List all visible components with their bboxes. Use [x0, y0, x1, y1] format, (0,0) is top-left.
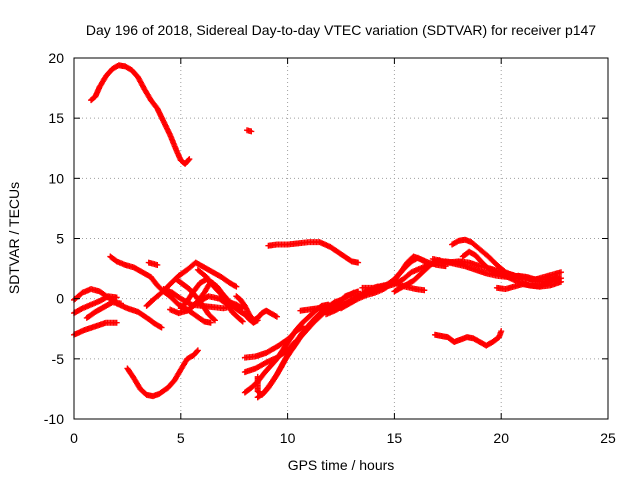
series-arc-16	[194, 266, 248, 318]
x-tick-label: 5	[177, 430, 185, 446]
y-tick-label: 15	[48, 110, 64, 126]
y-axis-label: SDTVAR / TECUs	[6, 182, 22, 294]
data-point	[299, 323, 306, 330]
data-point	[355, 259, 362, 266]
data-point	[154, 261, 161, 268]
x-axis-label: GPS time / hours	[288, 457, 395, 473]
y-tick-label: 0	[56, 291, 64, 307]
data-point	[117, 300, 124, 307]
data-point	[272, 312, 279, 319]
series-arc-36	[431, 328, 505, 349]
series-arc-22	[241, 323, 306, 361]
data-point	[186, 156, 193, 163]
series-arc-9	[124, 347, 201, 400]
data-point	[232, 282, 239, 289]
series-arc-2	[244, 127, 255, 135]
y-tick-label: -5	[52, 351, 65, 367]
data-point	[421, 258, 428, 265]
data-point	[238, 317, 245, 324]
data-point	[158, 324, 165, 331]
data-point	[254, 317, 261, 324]
series-arc-1	[88, 62, 193, 167]
data-point	[248, 128, 255, 135]
data-point	[113, 319, 120, 326]
series-arc-13	[173, 276, 218, 324]
data-point	[233, 283, 240, 290]
data-point	[194, 348, 201, 355]
series-arc-28	[338, 254, 428, 312]
data-point	[207, 319, 214, 326]
data-point	[293, 337, 300, 344]
x-tick-label: 25	[600, 430, 616, 446]
series-arc-6	[83, 299, 124, 321]
data-point	[194, 347, 201, 354]
data-point	[498, 328, 505, 335]
data-point	[211, 317, 218, 324]
y-tick-label: 20	[48, 50, 64, 66]
series-arc-23	[241, 337, 300, 376]
data-point	[157, 323, 164, 330]
series-arc-24	[265, 239, 362, 266]
data-point	[421, 287, 428, 294]
data-point	[298, 324, 305, 331]
series-arc-8	[145, 259, 161, 268]
axis-ticks: 0 5 10 15 20 25 -10 -5 0 5 10 15 20	[44, 50, 616, 446]
data-point	[185, 157, 192, 164]
chart-title: Day 196 of 2018, Sidereal Day-to-day VTE…	[86, 22, 596, 38]
data-point	[420, 257, 427, 264]
x-tick-label: 10	[280, 430, 296, 446]
series-arc-18	[241, 311, 261, 326]
x-tick-label: 20	[493, 430, 509, 446]
series-arc-35	[493, 274, 560, 293]
x-tick-label: 15	[387, 430, 403, 446]
data-point	[350, 289, 357, 296]
data-point	[553, 274, 560, 281]
data-point	[558, 269, 565, 276]
data-point	[239, 318, 246, 325]
data-points	[71, 62, 565, 401]
series-arc-5	[71, 319, 120, 338]
x-tick-label: 0	[70, 430, 78, 446]
data-point	[273, 313, 280, 320]
data-point	[292, 338, 299, 345]
y-tick-label: -10	[44, 411, 64, 427]
series-arc-34	[449, 236, 560, 285]
y-tick-label: 5	[56, 231, 64, 247]
series-arc-30	[391, 257, 443, 295]
y-tick-label: 10	[48, 170, 64, 186]
data-point	[349, 290, 356, 297]
data-point	[210, 316, 217, 323]
data-point	[113, 294, 120, 301]
